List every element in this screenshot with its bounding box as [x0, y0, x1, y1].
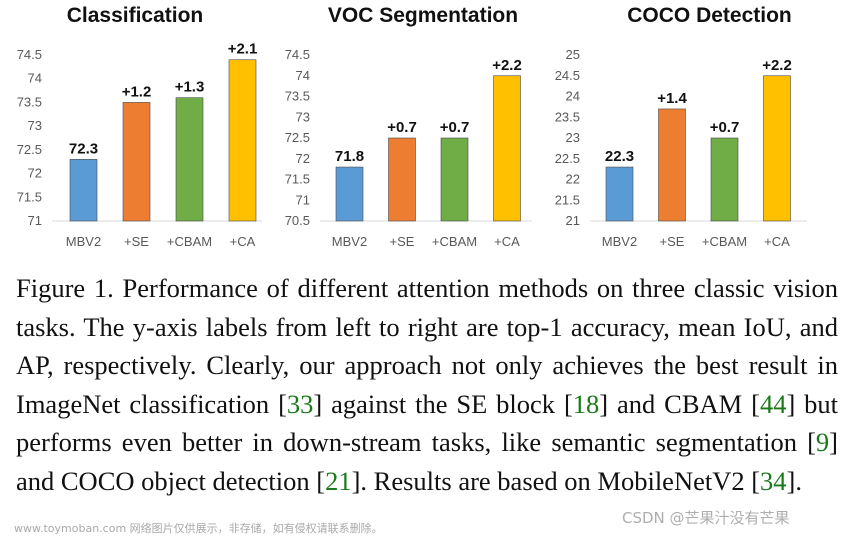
data-label: +2.2 [492, 57, 522, 74]
y-tick-label: 74.5 [17, 47, 42, 62]
y-tick-label: 71 [28, 213, 42, 228]
citation-33[interactable]: 33 [286, 388, 314, 419]
watermark-right: CSDN @芒果汁没有芒果 [622, 509, 790, 527]
data-label: +0.7 [387, 119, 417, 136]
bar [69, 159, 98, 222]
data-label: +0.7 [440, 119, 470, 136]
bar [335, 166, 364, 222]
y-tick-label: 71.5 [285, 172, 310, 187]
y-tick-label: 70.5 [285, 213, 310, 228]
y-tick-label: 24 [566, 89, 580, 104]
y-tick-label: 21.5 [555, 192, 580, 207]
citation-9[interactable]: 9 [815, 427, 830, 458]
data-label: +2.2 [762, 57, 792, 74]
x-tick-label: +CA [230, 234, 256, 249]
x-tick-label: +CBAM [167, 234, 212, 249]
caption-text: ] and CBAM [ [599, 388, 760, 419]
figure-caption: Figure 1. Performance of different atten… [16, 269, 838, 501]
y-tick-label: 23 [566, 130, 580, 145]
citation-21[interactable]: 21 [325, 465, 352, 496]
chart-title: VOC Segmentation [327, 4, 519, 27]
y-tick-label: 73.5 [285, 89, 310, 104]
bar [122, 102, 151, 222]
y-tick-label: 72 [28, 166, 42, 181]
bar [710, 137, 739, 222]
x-tick-label: +SE [390, 234, 415, 249]
figure-charts: Classification 71 71.5 72 72.5 73 73.5 74 74.5 72… [0, 0, 853, 262]
y-tick-label: 71.5 [17, 189, 42, 204]
y-tick-label: 22.5 [555, 151, 580, 166]
y-tick-label: 23.5 [555, 109, 580, 124]
y-tick-label: 73 [296, 109, 310, 124]
data-label: +1.4 [657, 90, 687, 107]
x-tick-label: +SE [124, 234, 149, 249]
x-tick-label: MBV2 [602, 234, 637, 249]
citation-34[interactable]: 34 [760, 465, 787, 496]
y-tick-label: 71 [296, 192, 310, 207]
caption-text: ] and COCO object detection [ [16, 427, 838, 496]
y-tick-label: 72 [296, 151, 310, 166]
caption-text: Figure 1. Performance of different atten… [16, 273, 838, 419]
bar [175, 97, 204, 222]
chart-title: Classification [66, 4, 204, 27]
caption-text: ]. [786, 465, 802, 496]
data-label: 22.3 [605, 148, 634, 165]
watermark-left: www.toymoban.com 网络图片仅供展示，非存储，如有侵权请联系删除。 [14, 522, 383, 535]
data-label: +0.7 [710, 119, 740, 136]
bar-chart: 71 71.5 72 72.5 73 73.5 74 74.5 72.3 MBV2 +1.2 +SE +… [17, 41, 262, 249]
y-tick-label: 73 [28, 118, 42, 133]
y-tick-label: 74 [28, 71, 42, 86]
data-label: +1.3 [175, 79, 205, 96]
y-tick-label: 74 [296, 68, 310, 83]
citation-18[interactable]: 18 [572, 388, 600, 419]
bar-chart: 70.5 71 71.5 72 72.5 73 73.5 74 74.5 71.8 MBV2 +0.7… [285, 47, 532, 249]
y-tick-label: 22 [566, 172, 580, 187]
bar [440, 137, 469, 222]
caption-text: ]. Results are based on MobileNetV2 [ [351, 465, 761, 496]
y-tick-label: 74.5 [285, 47, 310, 62]
bar [493, 75, 521, 222]
bar [763, 75, 791, 222]
caption-text: ] but performs even better in down-strea… [16, 388, 839, 458]
bar [658, 108, 686, 222]
x-tick-label: +SE [660, 234, 685, 249]
x-tick-label: +CBAM [702, 234, 747, 249]
bar [228, 59, 257, 222]
chart-title: COCO Detection [627, 4, 792, 27]
bar-chart: 21 21.5 22 22.5 23 23.5 24 24.5 25 22.3 MBV2 +1.4 +S… [555, 47, 807, 249]
x-tick-label: MBV2 [66, 234, 101, 249]
y-tick-label: 24.5 [555, 68, 580, 83]
x-tick-label: +CA [764, 234, 790, 249]
y-tick-label: 21 [566, 213, 580, 228]
y-tick-label: 73.5 [17, 94, 42, 109]
citation-44[interactable]: 44 [759, 388, 787, 419]
caption-text: ] against the SE block [ [313, 388, 573, 419]
y-tick-label: 72.5 [17, 142, 42, 157]
data-label: +2.1 [228, 41, 258, 58]
x-tick-label: +CBAM [432, 234, 477, 249]
data-label: 72.3 [69, 140, 98, 157]
x-tick-label: MBV2 [332, 234, 367, 249]
y-tick-label: 72.5 [285, 130, 310, 145]
x-tick-label: +CA [494, 234, 520, 249]
data-label: 71.8 [335, 148, 364, 165]
data-label: +1.2 [122, 83, 152, 100]
bar [388, 137, 416, 222]
bar [605, 166, 634, 222]
y-tick-label: 25 [566, 47, 580, 62]
